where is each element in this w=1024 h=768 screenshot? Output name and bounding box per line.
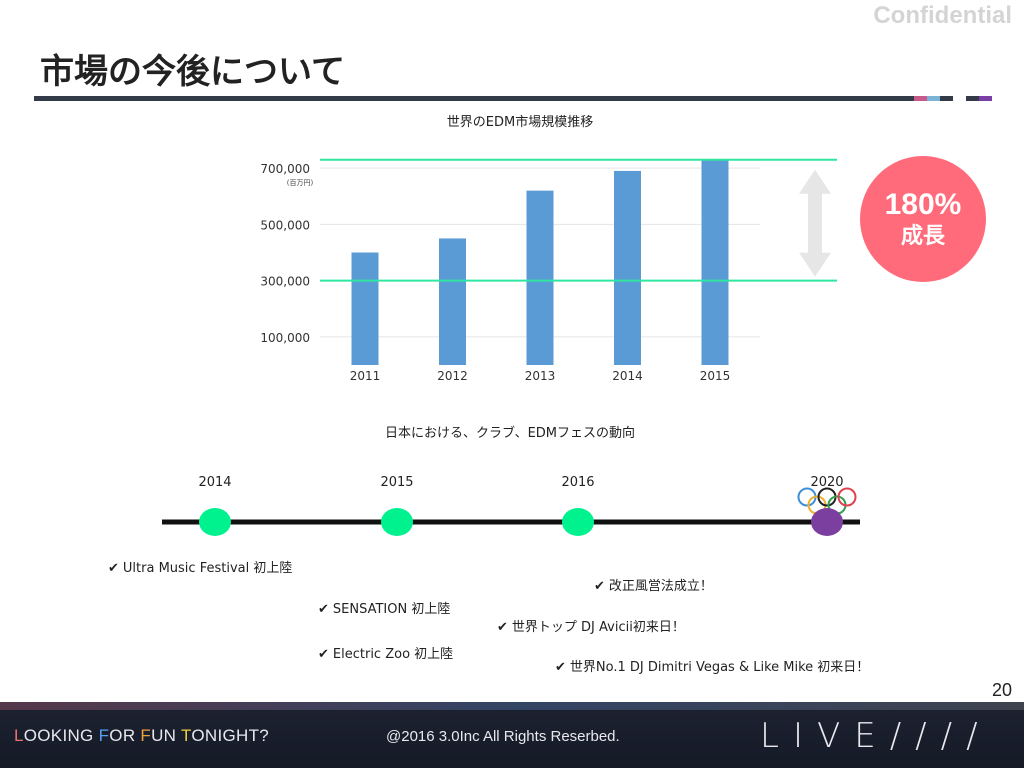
timeline-marker-2015: [381, 508, 413, 536]
tagline-initial: T: [180, 726, 192, 745]
bar-2015: [701, 159, 729, 365]
timeline-note-law: ✔ 改正風営法成立！: [594, 575, 713, 594]
note-text: 世界No.1 DJ Dimitri Vegas & Like Mike 初来日！: [569, 660, 870, 675]
edm-market-bar-chart: 700,000 500,000 300,000 100,000 (百万円) 2011 201…: [260, 158, 837, 383]
timeline-chart: 2014 2015 2016 2020: [162, 475, 860, 536]
footer-tagline: LOOKING FOR FUN TONIGHT?: [14, 726, 270, 745]
check-icon: ✔: [497, 620, 508, 635]
olympic-ring: [837, 487, 857, 507]
tagline-initial: F: [140, 726, 152, 745]
rule-swatch: [927, 96, 940, 101]
x-tick-label: 2011: [350, 369, 381, 383]
bar-2011: [351, 252, 379, 365]
timeline-note-ultra: ✔ Ultra Music Festival 初上陸: [108, 557, 292, 576]
timeline-note-electric-zoo: ✔ Electric Zoo 初上陸: [318, 643, 453, 662]
timeline-marker-2014: [199, 508, 231, 536]
growth-label: 成長: [900, 224, 945, 249]
rule-swatch: [953, 96, 966, 101]
y-unit-label: (百万円): [287, 179, 314, 187]
timeline-note-dimitri: ✔ 世界No.1 DJ Dimitri Vegas & Like Mike 初来日…: [555, 656, 869, 675]
note-text: SENSATION 初上陸: [332, 602, 451, 617]
note-text: 改正風営法成立！: [608, 579, 713, 594]
footer-copyright: @2016 3.0Inc All Rights Reserbed.: [386, 728, 620, 745]
timeline-marker-2020: [811, 508, 843, 536]
check-icon: ✔: [318, 602, 329, 617]
x-tick-label: 2013: [525, 369, 556, 383]
timeline-note-sensation: ✔ SENSATION 初上陸: [318, 598, 450, 617]
timeline-title: 日本における、クラブ、EDMフェスの動向: [384, 426, 636, 441]
timeline-year-label: 2014: [198, 475, 231, 490]
growth-value: 180%: [884, 188, 962, 221]
rule-swatch: [979, 96, 992, 101]
page-number: 20: [991, 680, 1012, 700]
timeline-note-avicii: ✔ 世界トップ DJ Avicii初来日！: [497, 616, 685, 635]
rule-swatch: [940, 96, 953, 101]
timeline-year-label: 2020: [810, 475, 843, 490]
note-text: Electric Zoo 初上陸: [332, 647, 454, 662]
footer-banner: LOOKING FOR FUN TONIGHT? @2016 3.0Inc Al…: [0, 702, 1024, 768]
x-tick-label: 2012: [437, 369, 468, 383]
page-title: 市場の今後について: [40, 52, 345, 92]
timeline-marker-2016: [562, 508, 594, 536]
check-icon: ✔: [318, 647, 329, 662]
title-rule-swatches: [914, 96, 992, 101]
brand-logo: LIVE////: [760, 716, 992, 756]
note-text: Ultra Music Festival 初上陸: [122, 561, 293, 576]
tagline-initial: F: [98, 726, 110, 745]
check-icon: ✔: [594, 579, 605, 594]
growth-badge: 180% 成長: [860, 156, 986, 282]
growth-arrow-icon: [799, 169, 831, 277]
rule-swatch: [966, 96, 979, 101]
y-tick-label: 700,000: [260, 162, 310, 176]
olympic-rings-icon: [797, 487, 857, 515]
rule-swatch: [914, 96, 927, 101]
x-tick-label: 2014: [612, 369, 643, 383]
timeline-year-label: 2016: [561, 475, 594, 490]
check-icon: ✔: [555, 660, 566, 675]
title-rule: [34, 96, 914, 101]
x-tick-label: 2015: [700, 369, 731, 383]
bar-2012: [439, 238, 466, 365]
tagline-initial: L: [14, 726, 24, 745]
bar-2013: [526, 190, 554, 365]
chart-title: 世界のEDM市場規模推移: [446, 115, 594, 130]
note-text: 世界トップ DJ Avicii初来日！: [511, 620, 685, 635]
confidential-watermark: Confidential: [873, 2, 1012, 29]
check-icon: ✔: [108, 561, 119, 576]
timeline-year-label: 2015: [380, 475, 413, 490]
bar-2014: [614, 170, 641, 365]
y-tick-label: 300,000: [260, 275, 310, 289]
y-tick-label: 100,000: [260, 331, 310, 345]
y-tick-label: 500,000: [260, 218, 310, 232]
